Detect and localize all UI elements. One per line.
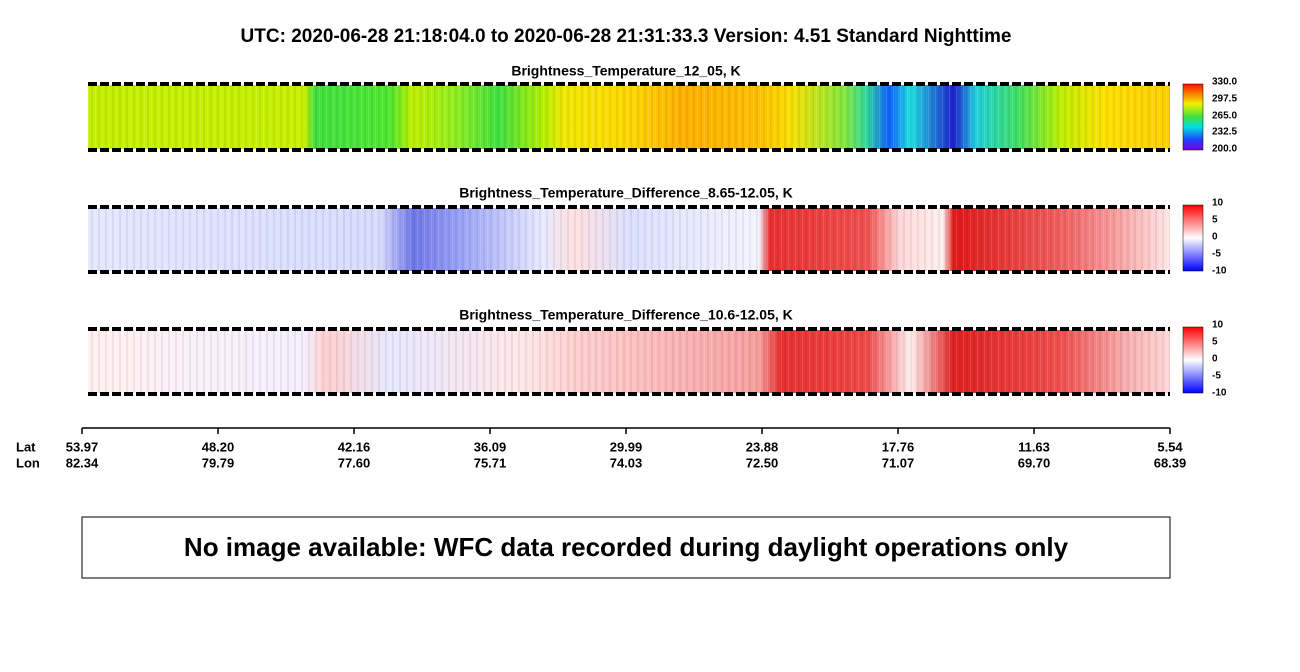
lat-label: Lat <box>16 439 36 454</box>
colorbar-tick: 265.0 <box>1212 111 1237 122</box>
lat-tick-label: 5.54 <box>1157 439 1183 454</box>
colorbar-tick: 232.5 <box>1212 127 1237 138</box>
lon-tick-label: 71.07 <box>882 455 915 470</box>
lat-tick-label: 53.97 <box>66 439 99 454</box>
colorbar <box>1182 83 1204 151</box>
lat-tick-label: 17.76 <box>882 439 915 454</box>
notice-box <box>81 516 1171 579</box>
panel: Brightness_Temperature_12_05, K 330.0 29… <box>88 63 1237 155</box>
image-texture <box>88 85 1170 149</box>
colorbar-tick: 10 <box>1212 198 1224 209</box>
colorbar-tick: 0 <box>1212 354 1218 365</box>
colorbar <box>1182 204 1204 272</box>
lat-tick-label: 29.99 <box>610 439 643 454</box>
image-texture <box>88 330 1170 393</box>
lat-tick-label: 23.88 <box>746 439 779 454</box>
colorbar-tick: 10 <box>1212 320 1224 331</box>
lon-tick-label: 82.34 <box>66 455 99 470</box>
colorbar-tick: 5 <box>1212 337 1218 348</box>
panel-title: Brightness_Temperature_Difference_10.6-1… <box>459 307 793 323</box>
colorbar-tick: 200.0 <box>1212 144 1237 155</box>
lat-tick-label: 36.09 <box>474 439 507 454</box>
colorbar-tick: 5 <box>1212 215 1218 226</box>
page-title: UTC: 2020-06-28 21:18:04.0 to 2020-06-28… <box>241 26 1012 47</box>
notice: No image available: WFC data recorded du… <box>184 532 1069 562</box>
lon-tick-label: 68.39 <box>1154 455 1187 470</box>
image-texture <box>88 208 1170 271</box>
colorbar-tick: -10 <box>1212 266 1227 277</box>
colorbar-tick: -5 <box>1212 371 1221 382</box>
lon-label: Lon <box>16 455 40 470</box>
colorbar-tick: -10 <box>1212 388 1227 399</box>
colorbar <box>1182 326 1204 394</box>
colorbar-tick: 0 <box>1212 232 1218 243</box>
colorbar-tick: 297.5 <box>1212 94 1237 105</box>
panel: Brightness_Temperature_Difference_8.65-1… <box>88 185 1227 277</box>
lat-tick-label: 48.20 <box>202 439 235 454</box>
lat-tick-label: 42.16 <box>338 439 371 454</box>
lon-tick-label: 75.71 <box>474 455 507 470</box>
lon-tick-label: 69.70 <box>1018 455 1051 470</box>
lon-tick-label: 74.03 <box>610 455 643 470</box>
colorbar-tick: -5 <box>1212 249 1221 260</box>
lon-tick-label: 72.50 <box>746 455 779 470</box>
lon-tick-label: 79.79 <box>202 455 235 470</box>
panel: Brightness_Temperature_Difference_10.6-1… <box>88 307 1227 399</box>
lon-tick-label: 77.60 <box>338 455 371 470</box>
colorbar-tick: 330.0 <box>1212 77 1237 88</box>
panel-title: Brightness_Temperature_12_05, K <box>511 63 740 79</box>
panel-title: Brightness_Temperature_Difference_8.65-1… <box>459 185 793 201</box>
lat-tick-label: 11.63 <box>1018 439 1050 454</box>
